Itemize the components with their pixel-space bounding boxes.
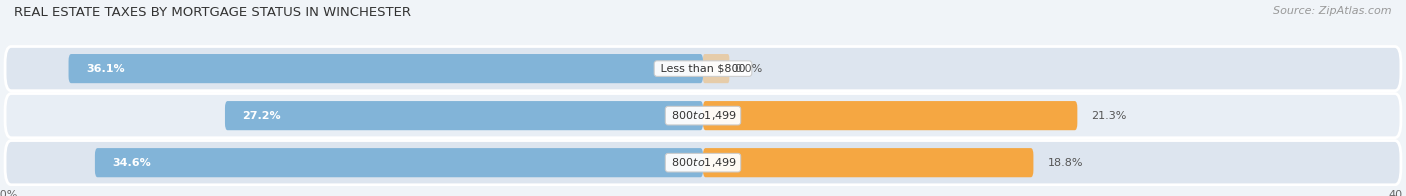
FancyBboxPatch shape <box>703 101 1077 130</box>
Text: 21.3%: 21.3% <box>1091 111 1126 121</box>
FancyBboxPatch shape <box>69 54 703 83</box>
Text: 27.2%: 27.2% <box>243 111 281 121</box>
FancyBboxPatch shape <box>703 148 1033 177</box>
Text: REAL ESTATE TAXES BY MORTGAGE STATUS IN WINCHESTER: REAL ESTATE TAXES BY MORTGAGE STATUS IN … <box>14 6 411 19</box>
FancyBboxPatch shape <box>6 141 1400 185</box>
Text: Source: ZipAtlas.com: Source: ZipAtlas.com <box>1274 6 1392 16</box>
Text: $800 to $1,499: $800 to $1,499 <box>668 156 738 169</box>
FancyBboxPatch shape <box>94 148 703 177</box>
Text: Less than $800: Less than $800 <box>657 64 749 74</box>
FancyBboxPatch shape <box>6 93 1400 138</box>
Text: 36.1%: 36.1% <box>86 64 125 74</box>
FancyBboxPatch shape <box>703 54 730 83</box>
Text: 0.0%: 0.0% <box>734 64 763 74</box>
Text: $800 to $1,499: $800 to $1,499 <box>668 109 738 122</box>
FancyBboxPatch shape <box>6 46 1400 91</box>
Text: 18.8%: 18.8% <box>1047 158 1083 168</box>
Text: 34.6%: 34.6% <box>112 158 152 168</box>
FancyBboxPatch shape <box>225 101 703 130</box>
